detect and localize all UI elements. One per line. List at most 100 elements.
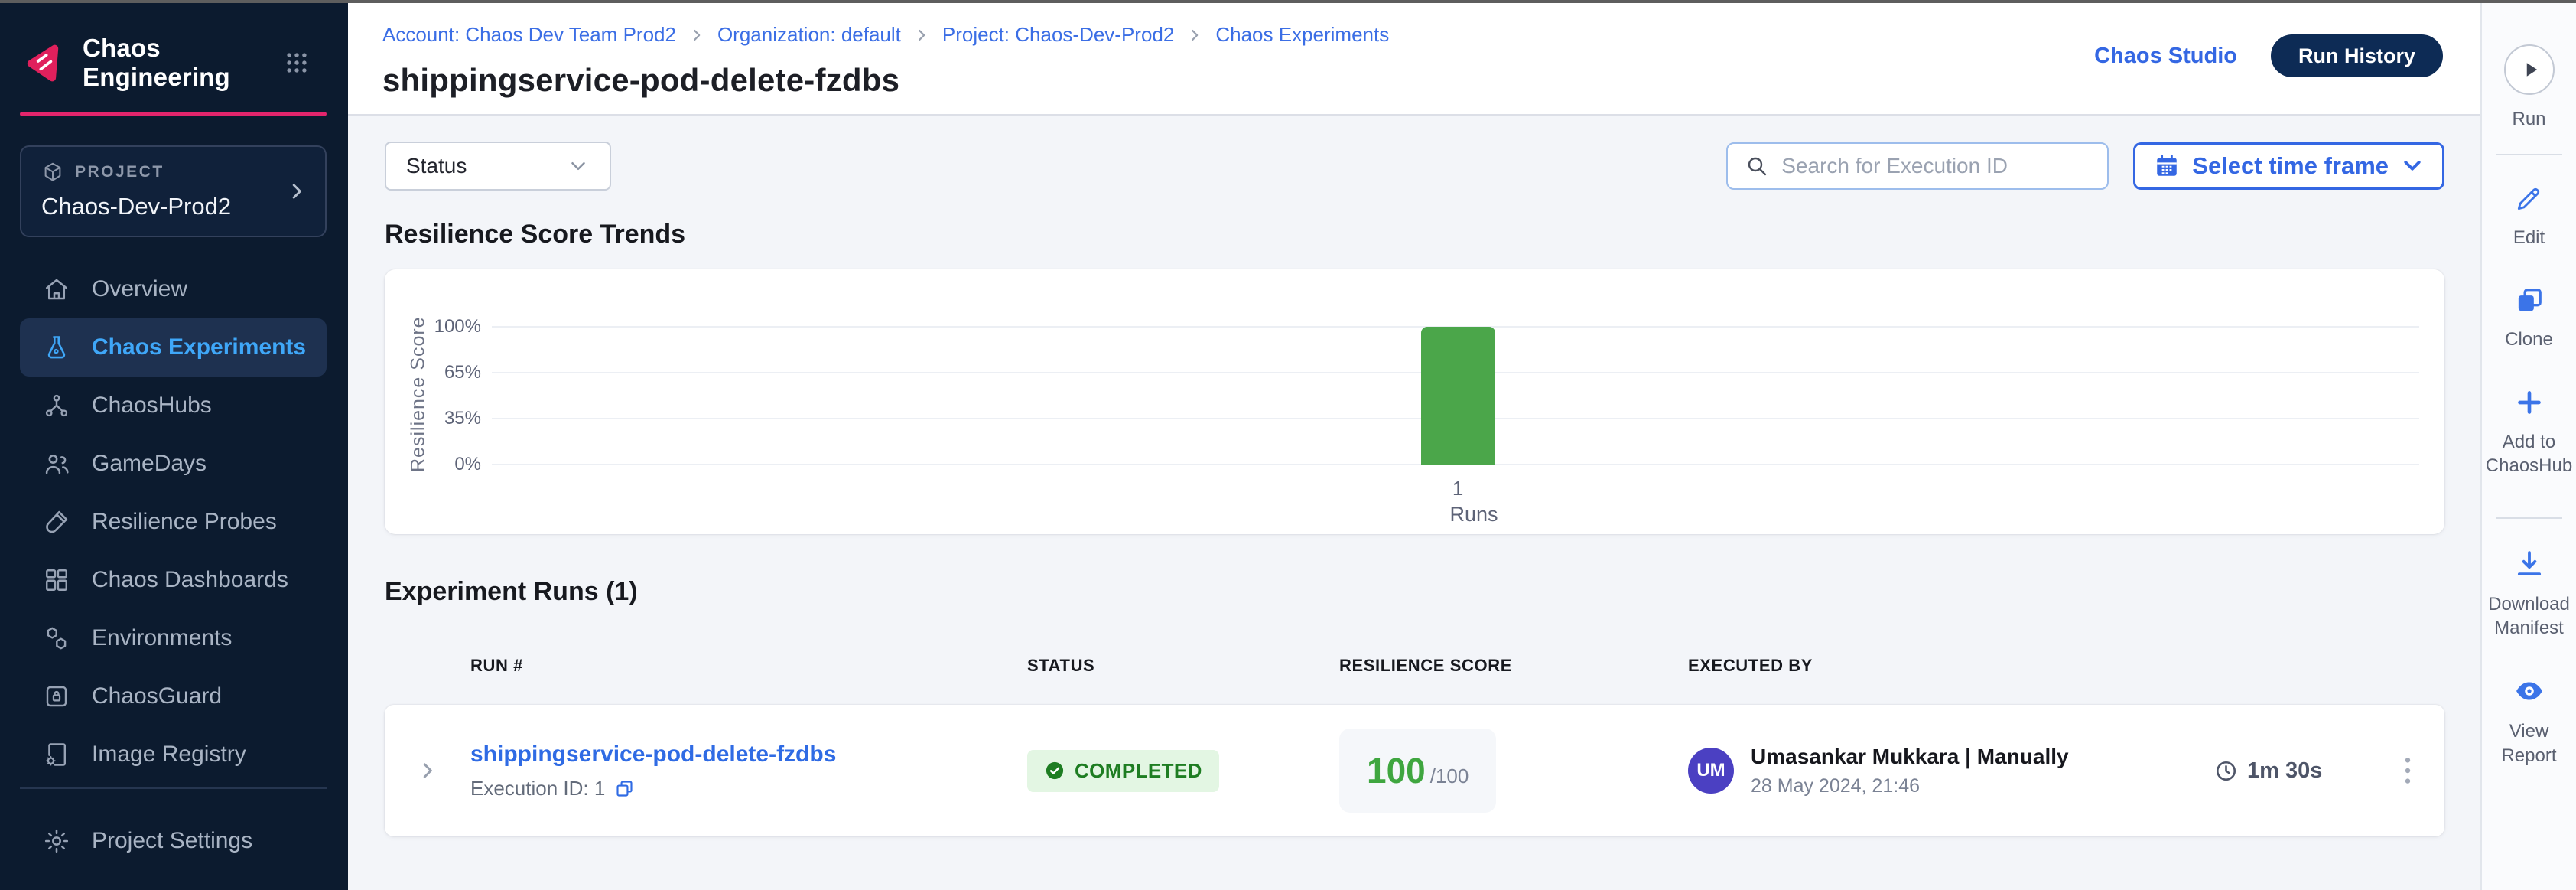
- edit-button[interactable]: Edit: [2510, 184, 2548, 249]
- resilience-score-chart: Resilience Score 100% 65% 35% 0% 1 Runs: [385, 269, 2444, 534]
- clone-button[interactable]: Clone: [2502, 285, 2556, 351]
- status-badge: COMPLETED: [1027, 749, 1219, 792]
- chart-section-title: Resilience Score Trends: [385, 220, 686, 249]
- gear-icon: [43, 827, 70, 855]
- sidebar-item-chaosguard[interactable]: ChaosGuard: [0, 667, 348, 725]
- sidebar-item-chaos-dashboards[interactable]: Chaos Dashboards: [0, 551, 348, 609]
- page-title: shippingservice-pod-delete-fzdbs: [382, 62, 900, 98]
- cube-icon: [41, 161, 64, 184]
- column-header-executed-by: EXECUTED BY: [1688, 656, 1813, 675]
- status-text: COMPLETED: [1075, 758, 1202, 782]
- sidebar-item-gamedays[interactable]: GameDays: [0, 435, 348, 493]
- project-selector[interactable]: PROJECT Chaos-Dev-Prod2: [20, 145, 327, 237]
- action-rail: Run Edit Clone Add to ChaosHub Download …: [2480, 3, 2576, 890]
- y-tick: 35%: [444, 408, 481, 429]
- chart-bar-group: 1: [1420, 327, 1495, 500]
- row-menu-kebab-icon[interactable]: [2386, 755, 2444, 787]
- lock-icon: [43, 683, 70, 710]
- page-header-actions: Chaos Studio Run History: [2094, 34, 2443, 78]
- sidebar-item-image-registry[interactable]: Image Registry: [0, 725, 348, 784]
- executed-at: 28 May 2024, 21:46: [1751, 774, 1920, 797]
- play-icon: [2520, 59, 2542, 80]
- sidebar-item-chaos-experiments[interactable]: Chaos Experiments: [20, 318, 327, 377]
- sidebar: Chaos Engineering PROJECT Chaos-Dev-Prod…: [0, 3, 348, 890]
- window-top-edge: [0, 0, 2576, 3]
- view-report-button[interactable]: View Report: [2482, 675, 2576, 767]
- copy-icon[interactable]: [614, 778, 635, 799]
- probe-icon: [43, 508, 70, 536]
- sidebar-item-overview[interactable]: Overview: [0, 260, 348, 318]
- download-manifest-button[interactable]: Download Manifest: [2482, 548, 2576, 640]
- sidebar-footer: Project Settings: [0, 787, 348, 890]
- status-filter-label: Status: [406, 154, 467, 178]
- eye-icon: [2513, 675, 2545, 707]
- sidebar-item-label: Chaos Dashboards: [92, 567, 288, 592]
- column-header-run: RUN #: [470, 656, 524, 675]
- chart-y-axis-label: Resilience Score: [407, 316, 429, 472]
- sidebar-divider: [20, 787, 327, 789]
- sidebar-item-project-settings[interactable]: Project Settings: [0, 812, 348, 870]
- people-icon: [43, 450, 70, 478]
- y-tick: 0%: [454, 454, 481, 474]
- plus-icon: [2514, 387, 2545, 418]
- run-button[interactable]: [2503, 44, 2555, 95]
- execution-id-row: Execution ID: 1: [470, 777, 1027, 800]
- filter-bar: Status Select time frame: [385, 142, 2444, 191]
- sidebar-item-label: Project Settings: [92, 828, 253, 853]
- download-icon: [2513, 548, 2545, 580]
- filter-bar-right: Select time frame: [1726, 142, 2444, 190]
- score-value: 100: [1367, 751, 1426, 791]
- chaos-studio-link[interactable]: Chaos Studio: [2094, 43, 2237, 68]
- project-name: Chaos-Dev-Prod2: [41, 193, 232, 220]
- search-input[interactable]: [1781, 154, 2091, 178]
- run-history-button[interactable]: Run History: [2270, 34, 2443, 77]
- sidebar-item-resilience-probes[interactable]: Resilience Probes: [0, 493, 348, 551]
- sidebar-item-environments[interactable]: Environments: [0, 609, 348, 667]
- time-frame-selector[interactable]: Select time frame: [2133, 142, 2444, 190]
- harness-logo-icon: [27, 44, 59, 82]
- sidebar-item-label: ChaosGuard: [92, 683, 223, 709]
- runs-table-header: RUN # STATUS RESILIENCE SCORE EXECUTED B…: [385, 656, 2444, 676]
- row-expander-chevron[interactable]: [385, 759, 470, 782]
- status-filter-dropdown[interactable]: Status: [385, 142, 611, 191]
- add-to-chaoshub-button[interactable]: Add to ChaosHub: [2482, 387, 2576, 478]
- app-title: Chaos Engineering: [83, 34, 230, 91]
- y-tick: 65%: [444, 361, 481, 383]
- clock-icon: [2214, 759, 2238, 783]
- sidebar-item-label: Image Registry: [92, 742, 246, 767]
- executed-by-details: Umasankar Mukkara | Manually 28 May 2024…: [1751, 745, 2069, 797]
- sidebar-item-label: Environments: [92, 625, 233, 650]
- runs-section-title: Experiment Runs (1): [385, 577, 638, 606]
- sidebar-item-chaoshubs[interactable]: ChaosHubs: [0, 377, 348, 435]
- chart-bar[interactable]: [1420, 327, 1495, 465]
- app-switcher-grid-icon[interactable]: [284, 50, 310, 76]
- chevron-right-icon: [688, 27, 705, 44]
- sidebar-item-label: Chaos Experiments: [92, 334, 307, 360]
- chevron-right-icon: [285, 180, 308, 203]
- sidebar-item-label: GameDays: [92, 451, 207, 476]
- run-name-link[interactable]: shippingservice-pod-delete-fzdbs: [470, 741, 837, 767]
- breadcrumb-organization[interactable]: Organization: default: [717, 23, 901, 46]
- check-circle-icon: [1044, 760, 1065, 781]
- table-row: shippingservice-pod-delete-fzdbs Executi…: [385, 705, 2444, 836]
- resilience-score-box: 100 /100: [1339, 729, 1497, 813]
- chevron-down-icon: [567, 155, 590, 178]
- chevron-right-icon: [1186, 27, 1203, 44]
- y-tick: 100%: [434, 316, 481, 337]
- breadcrumb: Account: Chaos Dev Team Prod2 Organizati…: [382, 23, 1389, 47]
- calendar-icon: [2154, 153, 2180, 179]
- sidebar-item-label: Resilience Probes: [92, 509, 277, 534]
- breadcrumb-account[interactable]: Account: Chaos Dev Team Prod2: [382, 23, 676, 46]
- breadcrumb-project[interactable]: Project: Chaos-Dev-Prod2: [942, 23, 1175, 46]
- rail-divider: [2496, 154, 2562, 156]
- run-button-label: Run: [2512, 109, 2546, 129]
- sidebar-nav: Overview Chaos Experiments ChaosHubs Gam…: [0, 260, 348, 784]
- clone-icon: [2514, 285, 2545, 315]
- project-selector-header: PROJECT: [41, 161, 305, 184]
- score-cell: 100 /100: [1339, 729, 1688, 813]
- execution-id: Execution ID: 1: [470, 776, 606, 800]
- breadcrumb-chaos-experiments[interactable]: Chaos Experiments: [1215, 23, 1390, 46]
- clone-label: Clone: [2505, 329, 2553, 350]
- gridline: 0%: [454, 454, 2419, 474]
- brand-accent-rule: [20, 112, 327, 116]
